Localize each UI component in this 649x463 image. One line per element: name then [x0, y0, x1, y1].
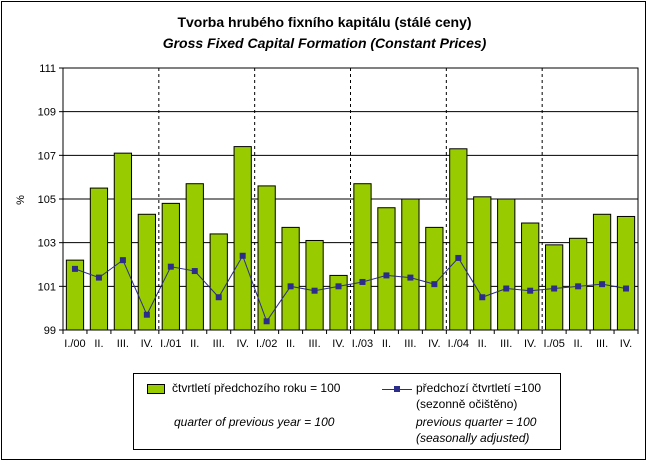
line-point	[575, 283, 582, 290]
y-tick-label: 109	[38, 107, 56, 119]
chart-subtitle: Gross Fixed Capital Formation (Constant …	[162, 35, 487, 51]
x-tick-label: IV.	[332, 338, 344, 350]
x-axis: I./00 II. III. IV. I./01 II. III. IV. I./02 II. II…	[62, 330, 639, 350]
line-point	[143, 311, 150, 318]
legend-bars-label-en: quarter of previous year = 100	[174, 415, 335, 429]
bar	[89, 187, 109, 331]
line-point	[407, 274, 414, 281]
bar	[137, 213, 156, 331]
line-point	[215, 294, 222, 301]
y-tick-label: 111	[39, 63, 56, 75]
line-point	[71, 265, 78, 272]
bar	[497, 198, 516, 331]
line-series-group	[71, 252, 630, 325]
bar	[113, 152, 133, 331]
bar	[377, 207, 396, 331]
bar	[353, 183, 372, 331]
bar	[473, 196, 492, 331]
bar	[449, 148, 468, 331]
x-tick-label: II.	[190, 338, 199, 350]
x-tick-label: II.	[382, 338, 391, 350]
bar	[281, 226, 300, 331]
line-point	[263, 318, 270, 325]
x-tick-label: II.	[286, 338, 295, 350]
x-tick-label: IV.	[620, 338, 632, 350]
legend-line-label-cz2: (sezonně očištěno)	[416, 397, 518, 411]
bar	[592, 213, 612, 331]
line-point	[503, 285, 510, 292]
line-point	[527, 287, 534, 294]
line-point	[167, 263, 174, 270]
x-tick-label: III.	[308, 338, 320, 350]
bar	[425, 226, 444, 331]
x-tick-label: IV.	[236, 338, 248, 350]
line-point	[191, 268, 198, 275]
bar	[305, 239, 324, 331]
x-tick-label: II.	[574, 338, 583, 350]
bar	[257, 185, 276, 331]
legend-bar-swatch	[147, 384, 165, 394]
line-point	[479, 294, 486, 301]
x-tick-label: I./05	[543, 338, 564, 350]
y-tick-label: 105	[38, 194, 56, 206]
line-point	[311, 287, 318, 294]
chart-title: Tvorba hrubého fixního kapitálu (stálé c…	[177, 14, 472, 30]
grid-lines	[63, 68, 638, 330]
bar	[401, 198, 420, 331]
bar	[521, 222, 540, 331]
x-tick-label: I./04	[448, 338, 469, 350]
line-point	[335, 283, 342, 290]
x-tick-label: III.	[213, 338, 225, 350]
x-tick-label: I./00	[64, 338, 85, 350]
legend-line-label-en2: (seasonally adjusted)	[416, 431, 530, 445]
bar	[185, 183, 204, 331]
x-tick-label: IV.	[428, 338, 440, 350]
line-point	[431, 281, 438, 288]
legend-line-label-cz: předchozí čtvrtletí =100	[416, 381, 542, 395]
legend-line-marker	[394, 386, 400, 392]
x-tick-label: II.	[94, 338, 103, 350]
line-point	[287, 283, 294, 290]
x-tick-label: I./02	[256, 338, 277, 350]
y-tick-label: 101	[38, 281, 56, 293]
x-tick-label: IV.	[524, 338, 536, 350]
x-tick-label: I./03	[352, 338, 373, 350]
bar	[209, 233, 228, 331]
y-axis: 99 101 103 105 107 109 111	[38, 63, 63, 337]
y-tick-label: 107	[38, 150, 56, 162]
x-tick-label: IV.	[141, 338, 153, 350]
line-point	[359, 278, 366, 285]
line-point	[623, 285, 630, 292]
bar	[65, 259, 85, 331]
bar	[329, 274, 348, 331]
x-tick-label: III.	[404, 338, 416, 350]
y-tick-label: 103	[38, 238, 56, 250]
line-point	[239, 252, 246, 259]
legend-line-label-en: previous quarter = 100	[416, 415, 537, 429]
legend: čtvrtletí předchozího roku = 100 quarter…	[133, 373, 561, 450]
line-point	[119, 257, 126, 264]
y-axis-label: %	[15, 195, 27, 205]
x-tick-label: I./01	[160, 338, 181, 350]
x-tick-label: III.	[117, 338, 129, 350]
y-tick-label: 99	[44, 325, 56, 337]
line-point	[95, 274, 102, 281]
legend-bars-label-cz: čtvrtletí předchozího roku = 100	[172, 381, 341, 395]
x-tick-label: III.	[500, 338, 512, 350]
line-series	[74, 254, 627, 323]
x-tick-label: II.	[478, 338, 487, 350]
x-tick-label: III.	[596, 338, 608, 350]
bar	[233, 146, 252, 331]
bar	[616, 215, 636, 331]
line-point	[551, 285, 558, 292]
line-point	[599, 281, 606, 288]
line-point	[383, 272, 390, 279]
line-point	[455, 254, 462, 261]
